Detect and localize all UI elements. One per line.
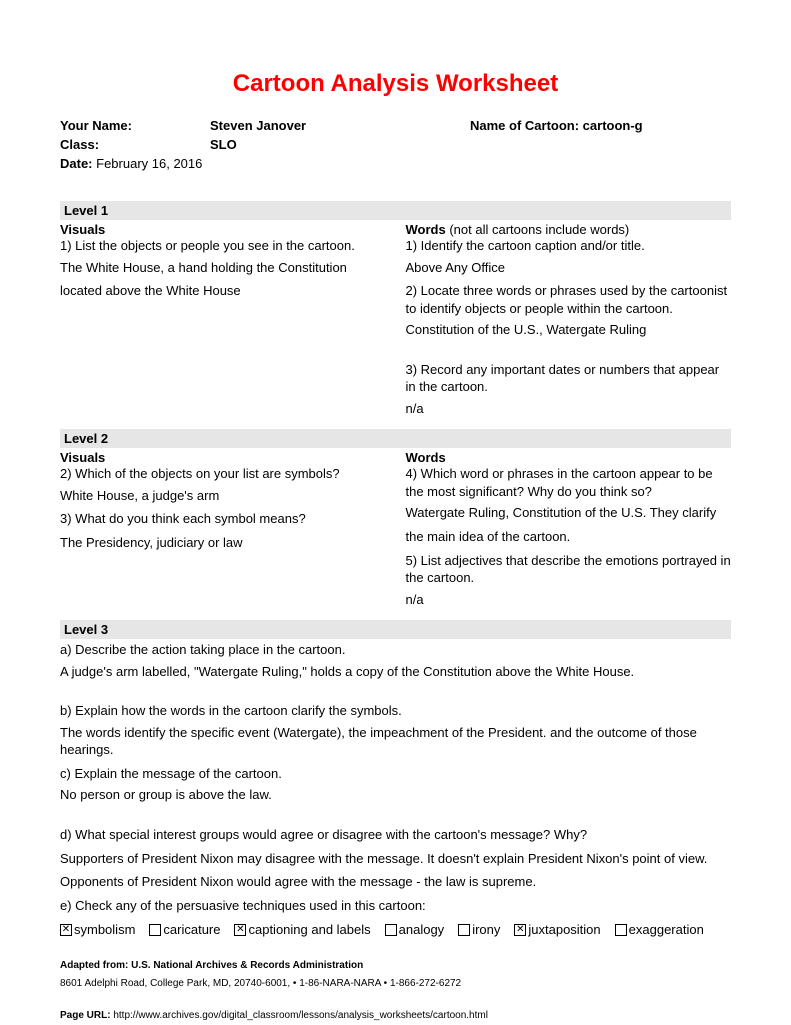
l1-words-note: (not all cartoons include words) <box>446 222 630 237</box>
cartoon-label: Name of Cartoon: <box>470 118 583 133</box>
level1-header: Level 1 <box>60 201 731 220</box>
l1-v-a1a: The White House, a hand holding the Cons… <box>60 259 386 277</box>
checkbox-captioning-and-labels[interactable]: ✕captioning and labels <box>234 922 370 937</box>
l3-qa: a) Describe the action taking place in t… <box>60 641 731 659</box>
header-row-date: Date: February 16, 2016 <box>60 156 210 171</box>
checkbox-box-icon[interactable] <box>615 924 627 936</box>
l2-v-q3: 3) What do you think each symbol means? <box>60 510 386 528</box>
l3-ac: No person or group is above the law. <box>60 786 731 804</box>
checkbox-box-icon[interactable]: ✕ <box>514 924 526 936</box>
checkbox-label: analogy <box>399 922 445 937</box>
level1-words-header: Words (not all cartoons include words) <box>406 222 732 237</box>
checkbox-analogy[interactable]: analogy <box>385 922 445 937</box>
your-name-value: Steven Janover <box>210 118 470 133</box>
header-row-name: Your Name: Steven Janover Name of Cartoo… <box>60 118 731 133</box>
level3-body: a) Describe the action taking place in t… <box>60 641 731 914</box>
checkbox-label: irony <box>472 922 500 937</box>
checkbox-box-icon[interactable] <box>385 924 397 936</box>
level2-words-col: Words 4) Which word or phrases in the ca… <box>406 450 732 612</box>
level1-visuals-header: Visuals <box>60 222 386 237</box>
l1-words-head-text: Words <box>406 222 446 237</box>
checkbox-row: ✕symbolismcaricature✕captioning and labe… <box>60 922 731 937</box>
l1-w-q2: 2) Locate three words or phrases used by… <box>406 282 732 317</box>
l3-qd: d) What special interest groups would ag… <box>60 826 731 844</box>
footer-url: http://www.archives.gov/digital_classroo… <box>113 1010 488 1021</box>
l2-v-a2: White House, a judge's arm <box>60 487 386 505</box>
level2-visuals-header: Visuals <box>60 450 386 465</box>
l2-w-q4: 4) Which word or phrases in the cartoon … <box>406 465 732 500</box>
date-label: Date: <box>60 156 96 171</box>
l2-w-q5: 5) List adjectives that describe the emo… <box>406 552 732 587</box>
l2-w-a4a: Watergate Ruling, Constitution of the U.… <box>406 504 732 522</box>
cartoon-name: Name of Cartoon: cartoon-g <box>470 118 731 133</box>
checkbox-box-icon[interactable]: ✕ <box>234 924 246 936</box>
checkbox-box-icon[interactable]: ✕ <box>60 924 72 936</box>
l3-qe: e) Check any of the persuasive technique… <box>60 897 731 915</box>
your-name-label: Your Name: <box>60 118 210 133</box>
l2-v-q2: 2) Which of the objects on your list are… <box>60 465 386 483</box>
level2-words-header: Words <box>406 450 732 465</box>
l3-ad1: Supporters of President Nixon may disagr… <box>60 850 731 868</box>
level1-words-col: Words (not all cartoons include words) 1… <box>406 222 732 421</box>
page-title: Cartoon Analysis Worksheet <box>60 70 731 98</box>
l1-w-a3: n/a <box>406 400 732 418</box>
l3-ad2: Opponents of President Nixon would agree… <box>60 873 731 891</box>
checkbox-box-icon[interactable] <box>149 924 161 936</box>
checkbox-label: captioning and labels <box>248 922 370 937</box>
footer-line1: Adapted from: U.S. National Archives & R… <box>60 957 731 975</box>
checkbox-label: symbolism <box>74 922 135 937</box>
l3-ab: The words identify the specific event (W… <box>60 724 731 759</box>
checkbox-juxtaposition[interactable]: ✕juxtaposition <box>514 922 600 937</box>
checkbox-label: juxtaposition <box>528 922 600 937</box>
footer-url-label: Page URL: <box>60 1010 113 1021</box>
checkbox-label: caricature <box>163 922 220 937</box>
l3-qb: b) Explain how the words in the cartoon … <box>60 702 731 720</box>
l2-v-a3: The Presidency, judiciary or law <box>60 534 386 552</box>
l1-v-q1: 1) List the objects or people you see in… <box>60 237 386 255</box>
header-row-class: Class: SLO <box>60 137 731 152</box>
footer-line2: 8601 Adelphi Road, College Park, MD, 207… <box>60 975 731 993</box>
l3-aa: A judge's arm labelled, "Watergate Rulin… <box>60 663 731 681</box>
level1-visuals-col: Visuals 1) List the objects or people yo… <box>60 222 386 421</box>
checkbox-box-icon[interactable] <box>458 924 470 936</box>
l3-qc: c) Explain the message of the cartoon. <box>60 765 731 783</box>
l1-w-a2: Constitution of the U.S., Watergate Ruli… <box>406 321 732 339</box>
checkbox-irony[interactable]: irony <box>458 922 500 937</box>
checkbox-caricature[interactable]: caricature <box>149 922 220 937</box>
level2-visuals-col: Visuals 2) Which of the objects on your … <box>60 450 386 612</box>
checkbox-exaggeration[interactable]: exaggeration <box>615 922 704 937</box>
checkbox-label: exaggeration <box>629 922 704 937</box>
cartoon-value: cartoon-g <box>583 118 643 133</box>
footer-url-row: Page URL: http://www.archives.gov/digita… <box>60 1007 731 1025</box>
checkbox-symbolism[interactable]: ✕symbolism <box>60 922 135 937</box>
class-label: Class: <box>60 137 210 152</box>
l2-w-a4b: the main idea of the cartoon. <box>406 528 732 546</box>
level2-header: Level 2 <box>60 429 731 448</box>
l1-w-q3: 3) Record any important dates or numbers… <box>406 361 732 396</box>
l1-w-a1: Above Any Office <box>406 259 732 277</box>
level2-body: Visuals 2) Which of the objects on your … <box>60 450 731 612</box>
footer: Adapted from: U.S. National Archives & R… <box>60 957 731 1025</box>
class-value: SLO <box>210 137 470 152</box>
level1-body: Visuals 1) List the objects or people yo… <box>60 222 731 421</box>
date-value: February 16, 2016 <box>96 156 202 171</box>
level3-header: Level 3 <box>60 620 731 639</box>
l1-v-a1b: located above the White House <box>60 282 386 300</box>
l1-w-q1: 1) Identify the cartoon caption and/or t… <box>406 237 732 255</box>
l2-w-a5: n/a <box>406 591 732 609</box>
